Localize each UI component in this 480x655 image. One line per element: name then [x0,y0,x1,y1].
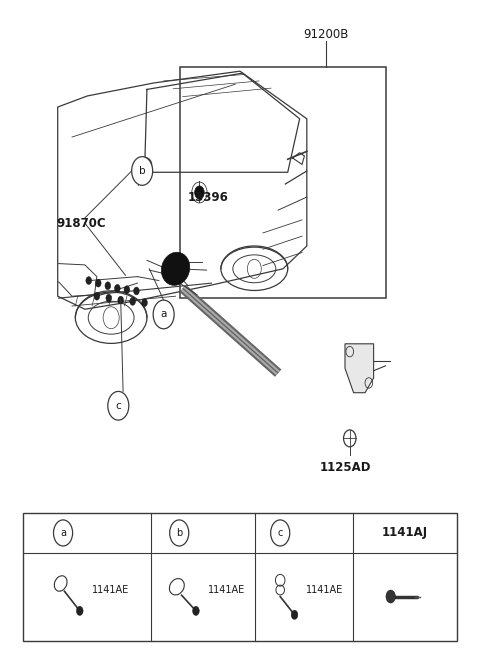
Circle shape [192,607,199,616]
Circle shape [386,590,396,603]
Circle shape [115,284,120,292]
Circle shape [132,157,153,185]
Circle shape [195,186,204,199]
Circle shape [76,607,83,616]
Text: 91200B: 91200B [303,28,348,41]
Ellipse shape [161,252,190,286]
Circle shape [291,610,298,620]
Circle shape [170,520,189,546]
Circle shape [133,287,139,295]
Circle shape [108,392,129,420]
Text: c: c [115,401,121,411]
Circle shape [271,520,290,546]
Text: 1141AJ: 1141AJ [382,527,428,540]
Text: 1141AE: 1141AE [208,585,245,595]
Circle shape [86,276,92,284]
Text: 91870C: 91870C [56,217,106,230]
Circle shape [118,296,123,304]
Text: 1125AD: 1125AD [319,461,371,474]
Circle shape [105,282,111,290]
Circle shape [94,292,100,300]
Text: 1141AE: 1141AE [306,585,344,595]
Text: a: a [160,309,167,320]
Circle shape [153,300,174,329]
Circle shape [96,279,101,287]
Circle shape [130,297,135,305]
Text: b: b [176,528,182,538]
Text: c: c [277,528,283,538]
Circle shape [142,299,147,307]
Text: b: b [139,166,145,176]
Circle shape [124,286,130,293]
Bar [180,67,385,298]
Bar [23,514,457,641]
Polygon shape [345,344,373,393]
Circle shape [106,294,112,302]
Text: a: a [60,528,66,538]
Text: 1141AE: 1141AE [92,585,129,595]
Text: 13396: 13396 [188,191,228,204]
Circle shape [53,520,72,546]
